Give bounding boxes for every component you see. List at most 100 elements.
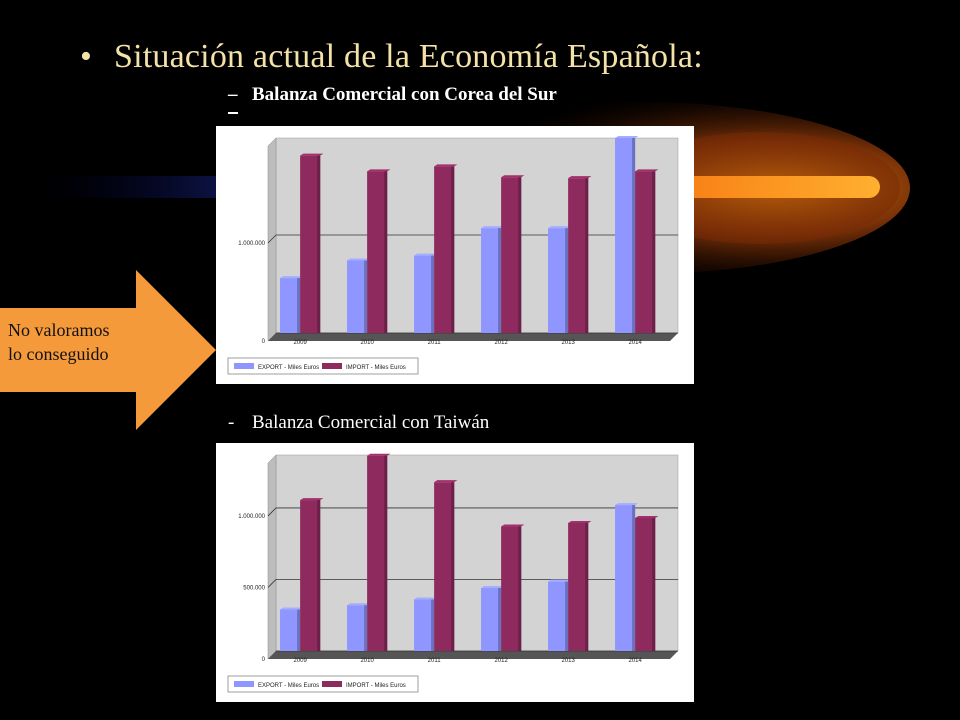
bar-top (615, 503, 639, 506)
y-tick-label: 500.000 (243, 585, 265, 591)
subtitle-taiwan: - Balanza Comercial con Taiwán (228, 412, 489, 434)
bar-shade (451, 166, 455, 333)
bar-top (481, 226, 505, 229)
bar-shade (364, 260, 368, 333)
bar-import (568, 178, 589, 333)
subtitle-korea-text: Balanza Comercial con Corea del Sur (252, 84, 557, 105)
title-text: Situación actual de la Economía Española… (114, 38, 703, 75)
plot-floor (268, 333, 678, 341)
bar-shade (384, 171, 388, 333)
bar-top (367, 453, 391, 456)
bar-import (367, 455, 388, 651)
gridline-side (267, 579, 277, 588)
title-bullet: • (80, 38, 93, 75)
bar-export (615, 138, 636, 333)
bar-export (414, 255, 435, 333)
bar-top (280, 276, 304, 279)
bar-import (300, 500, 321, 651)
y-tick-label: 0 (262, 657, 266, 663)
bar-top (635, 515, 659, 518)
bar-shade (384, 455, 388, 651)
bar-top (434, 164, 458, 167)
bar-shade (518, 526, 522, 651)
bar-shade (565, 228, 569, 333)
bar-shade (317, 500, 321, 651)
legend-swatch (234, 363, 254, 369)
legend-label: IMPORT - Miles Euros (346, 683, 406, 689)
bar-shade (652, 171, 656, 333)
bar-shade (632, 138, 636, 333)
gridline-side (267, 507, 277, 517)
subtitle-taiwan-dash: - (228, 412, 235, 433)
bar-shade (498, 228, 502, 333)
chart-korea-svg: 0 1.000.000 2009 2010 2011 2012 2013 2014 EXPORT… (227, 136, 679, 375)
bar-top (347, 603, 371, 606)
bar-top (501, 524, 525, 527)
bar-import (568, 522, 589, 651)
bar-top (481, 586, 505, 589)
bar-shade (585, 178, 589, 333)
bar-top (501, 175, 525, 178)
stray-dash (228, 112, 238, 114)
plot-floor (268, 651, 678, 659)
bar-shade (431, 599, 435, 651)
bar-shade (297, 609, 301, 651)
bar-shade (364, 605, 368, 651)
x-tick-label: 2011 (428, 658, 442, 664)
legend-swatch (234, 681, 254, 687)
bar-top (414, 253, 438, 256)
y-tick-label: 0 (262, 339, 266, 345)
bar-export (414, 599, 435, 651)
bar-import (367, 171, 388, 333)
bar-shade (317, 155, 321, 333)
slide-title: • Situación actual de la Economía Español… (80, 38, 703, 76)
x-tick-label: 2014 (628, 340, 642, 346)
callout-line-2: lo conseguido (8, 344, 109, 364)
bar-import (635, 517, 656, 651)
bar-shade (652, 517, 656, 651)
bar-export (280, 278, 301, 333)
bar-shade (498, 588, 502, 651)
chart-korea: 0 1.000.000 2009 2010 2011 2012 2013 2014 EXPORT… (216, 126, 694, 384)
bar-import (300, 155, 321, 333)
bar-top (615, 136, 639, 138)
bar-top (434, 480, 458, 483)
subtitle-korea-dash: – (228, 84, 238, 105)
bar-top (635, 169, 659, 172)
bar-export (347, 260, 368, 333)
callout-line-1: No valoramos (8, 320, 110, 340)
bar-shade (297, 278, 301, 333)
bar-export (481, 588, 502, 651)
x-tick-label: 2010 (360, 658, 374, 664)
x-tick-label: 2013 (561, 340, 575, 346)
bar-shade (632, 505, 636, 651)
callout-arrow (0, 270, 216, 430)
bar-top (548, 226, 572, 229)
bar-import (635, 171, 656, 333)
chart-taiwan: 0 500.000 1.000.000 2009 2010 2011 2012 2013 201… (216, 443, 694, 702)
x-tick-label: 2014 (628, 658, 642, 664)
bar-export (615, 505, 636, 651)
gridline-side (267, 234, 277, 244)
y-tick-label: 1.000.000 (238, 241, 265, 247)
x-tick-label: 2010 (360, 340, 374, 346)
x-tick-label: 2013 (561, 658, 575, 664)
bar-top (414, 597, 438, 600)
plot-area (275, 137, 679, 334)
y-tick-label: 1.000.000 (238, 514, 265, 520)
callout-text: No valoramos lo conseguido (8, 318, 109, 366)
subtitle-korea: – Balanza Comercial con Corea del Sur (228, 84, 557, 106)
bar-export (548, 581, 569, 651)
bar-top (300, 498, 324, 501)
bar-top (568, 176, 592, 179)
x-tick-label: 2009 (293, 340, 307, 346)
bar-export (548, 228, 569, 333)
bar-shade (518, 177, 522, 333)
x-tick-label: 2009 (293, 658, 307, 664)
legend-swatch (322, 363, 342, 369)
bar-shade (431, 255, 435, 333)
legend-label: EXPORT - Miles Euros (258, 365, 319, 371)
bar-shade (565, 581, 569, 651)
bar-top (367, 169, 391, 172)
bar-import (434, 166, 455, 333)
